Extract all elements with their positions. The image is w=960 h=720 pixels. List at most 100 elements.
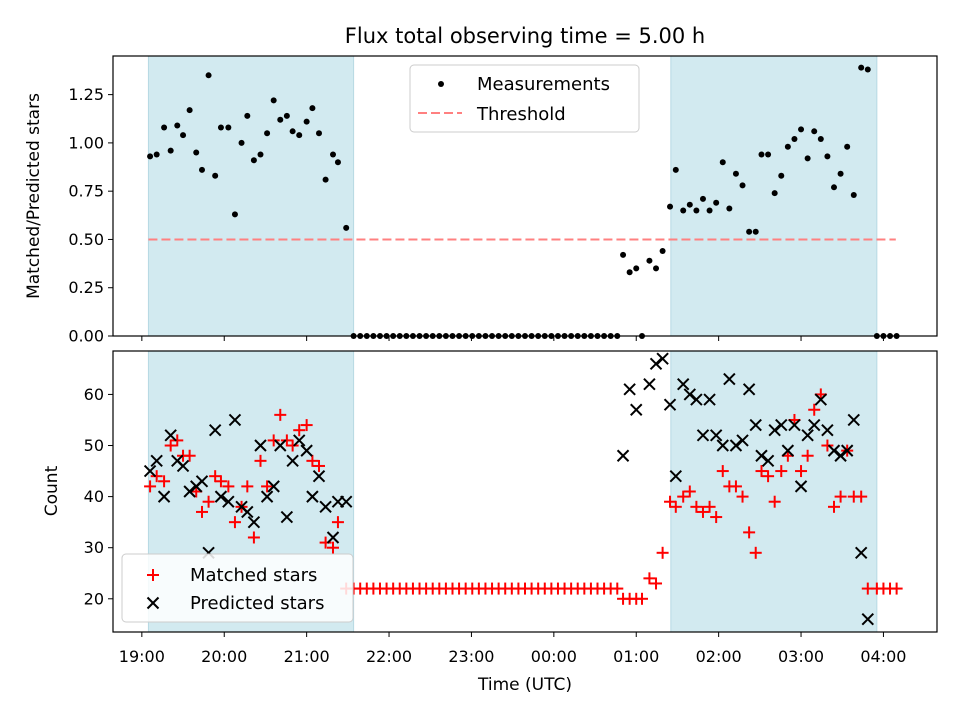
predicted-star-point-b xyxy=(306,490,319,503)
matched-star-point xyxy=(890,582,903,595)
measurement-point xyxy=(193,149,200,156)
predicted-star-point xyxy=(749,418,762,432)
predicted-star-point xyxy=(821,423,834,437)
predicted-star-point-b xyxy=(623,383,636,396)
bottom-y-tick-label: 30 xyxy=(84,538,104,557)
predicted-star-point xyxy=(293,434,306,447)
matched-star-point xyxy=(313,459,325,472)
predicted-star-point-b xyxy=(274,439,287,452)
predicted-star-point-b xyxy=(716,439,729,452)
top-legend: Measurements Threshold xyxy=(409,64,640,133)
measurement-point xyxy=(850,192,857,199)
measurement-point xyxy=(147,153,154,160)
predicted-star-point xyxy=(703,393,716,406)
predicted-star-point-b xyxy=(683,388,697,401)
bottom-legend-box xyxy=(121,553,354,623)
measurement-point xyxy=(732,170,739,177)
measurement-point xyxy=(186,107,193,114)
predicted-star-point xyxy=(195,475,209,488)
predicted-star-point xyxy=(736,434,749,447)
predicted-star-point xyxy=(761,454,775,468)
measurement-point xyxy=(784,143,791,150)
predicted-star-point-b xyxy=(195,475,209,488)
predicted-star-point xyxy=(814,393,828,406)
bottom-y-tick-label: 60 xyxy=(84,385,104,404)
predicted-star-point xyxy=(254,439,267,452)
predicted-star-point-b xyxy=(709,429,723,442)
predicted-star-point-b xyxy=(656,352,669,365)
measurement-point xyxy=(804,155,811,162)
predicted-star-point-b xyxy=(814,393,828,406)
matched-star-point xyxy=(319,536,332,549)
measurement-point xyxy=(633,265,640,272)
predicted-star-point xyxy=(656,352,669,365)
measurement-point xyxy=(693,207,700,214)
predicted-star-point-b xyxy=(312,469,326,483)
predicted-star-point xyxy=(150,454,163,468)
predicted-star-point xyxy=(808,418,821,432)
measurement-point xyxy=(289,128,296,135)
bottom-y-tick-label: 50 xyxy=(84,436,104,455)
measurement-point xyxy=(653,265,660,272)
predicted-star-point-b xyxy=(254,439,267,452)
top-panel: 0.00 0.25 0.50 0.75 1.00 1.25 Measurements Thre… xyxy=(68,55,938,346)
top-y-axis-label: Matched/Predicted stars xyxy=(24,93,44,299)
measurement-point xyxy=(858,64,865,71)
predicted-star-point-b xyxy=(339,495,353,508)
measurement-point xyxy=(798,126,805,133)
predicted-star-point xyxy=(164,429,177,442)
predicted-star-point-b xyxy=(854,546,868,560)
matched-star-point xyxy=(683,485,696,498)
top-y-tick-label: 0.25 xyxy=(68,278,104,297)
measurement-point xyxy=(244,112,251,119)
matched-star-point xyxy=(286,439,299,452)
predicted-star-point xyxy=(241,505,254,519)
measurement-point xyxy=(167,147,174,154)
measurement-point xyxy=(161,124,168,131)
legend-predicted-marker-b xyxy=(146,596,160,610)
x-tick-label: 04:00 xyxy=(860,647,906,666)
predicted-star-point xyxy=(834,449,847,462)
top-plot-frame xyxy=(112,55,938,337)
measurement-point xyxy=(672,166,679,173)
measurement-point xyxy=(257,151,264,158)
matched-star-point xyxy=(247,531,260,544)
measurement-point xyxy=(817,136,824,143)
matched-star-point xyxy=(293,424,306,437)
predicted-star-point-b xyxy=(247,515,261,529)
predicted-star-point-b xyxy=(260,490,274,503)
matched-star-point xyxy=(144,480,157,493)
measurement-point xyxy=(771,190,778,197)
predicted-star-point xyxy=(339,495,353,508)
predicted-star-point-b xyxy=(794,480,808,493)
predicted-star-point xyxy=(663,398,677,411)
matched-star-point xyxy=(261,480,274,493)
predicted-star-point xyxy=(274,439,287,452)
matched-star-point xyxy=(306,454,319,467)
predicted-star-point-b xyxy=(696,429,710,442)
matched-star-point xyxy=(795,465,808,478)
predicted-star-point-b xyxy=(319,500,332,514)
predicted-star-point xyxy=(247,515,261,529)
measurement-point xyxy=(752,228,759,235)
legend-measurements-label: Measurements xyxy=(477,74,610,95)
legend-predicted-marker xyxy=(146,596,160,610)
x-tick-label: 01:00 xyxy=(613,647,659,666)
predicted-star-point-b xyxy=(729,439,743,452)
predicted-star-point xyxy=(280,510,294,524)
measurement-point xyxy=(686,201,693,208)
measurement-point xyxy=(699,195,706,202)
matched-star-point xyxy=(743,526,756,539)
measurement-point xyxy=(626,269,633,276)
matched-star-point xyxy=(710,511,723,524)
bottom-panel: 20 30 40 50 60 19:00 20:00 21:00 22:00 23:00 00:00… xyxy=(84,350,938,666)
matched-star-point xyxy=(669,500,682,513)
predicted-star-point-b xyxy=(150,454,163,468)
matched-star-point xyxy=(749,546,762,559)
matched-star-point xyxy=(703,500,716,513)
predicted-star-point xyxy=(267,480,280,493)
predicted-star-point xyxy=(222,495,235,508)
measurement-point xyxy=(153,151,160,158)
predicted-star-point xyxy=(157,490,171,503)
